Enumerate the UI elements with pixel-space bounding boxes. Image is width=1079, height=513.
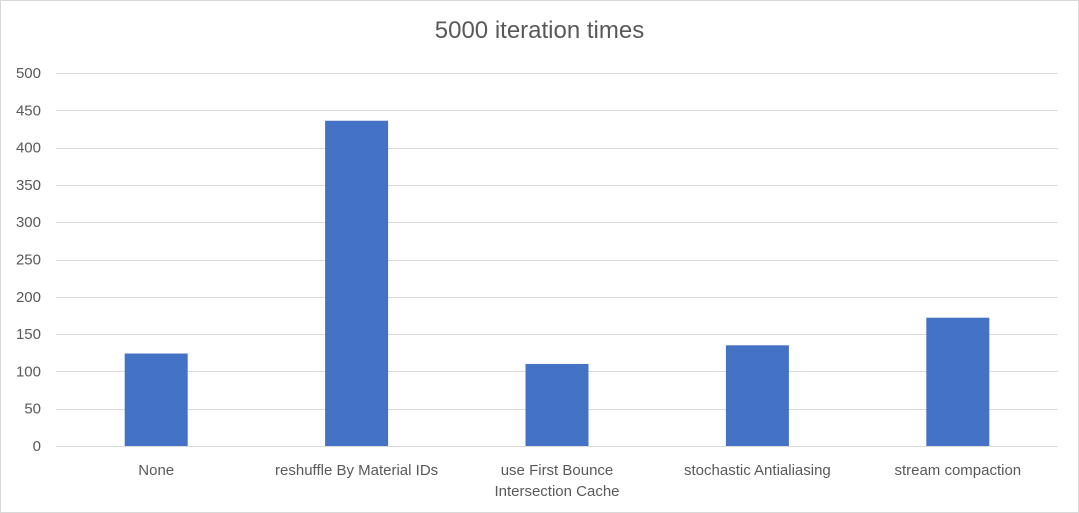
y-tick-label: 300 <box>16 214 41 231</box>
y-tick-label: 200 <box>16 289 41 306</box>
x-tick-label: reshuffle By Material IDs <box>275 462 438 479</box>
y-tick-label: 400 <box>16 140 41 157</box>
bar <box>325 120 389 446</box>
chart-title: 5000 iteration times <box>434 17 645 44</box>
x-tick-label: stream compaction <box>894 462 1021 479</box>
bar <box>525 363 589 446</box>
x-tick-label: stochastic Antialiasing <box>684 462 831 479</box>
y-tick-label: 350 <box>16 177 41 194</box>
bar <box>926 317 990 446</box>
bar <box>725 345 789 446</box>
bar <box>124 353 188 446</box>
y-tick-label: 500 <box>16 65 41 82</box>
y-tick-label: 250 <box>16 252 41 269</box>
y-tick-label: 150 <box>16 326 41 343</box>
x-tick-label: None <box>138 462 174 479</box>
x-tick-label: use First Bounce Intersection Cache <box>494 462 619 500</box>
y-tick-label: 450 <box>16 102 41 119</box>
y-tick-label: 100 <box>16 363 41 380</box>
y-tick-label: 50 <box>24 401 41 418</box>
y-tick-label: 0 <box>33 438 41 455</box>
